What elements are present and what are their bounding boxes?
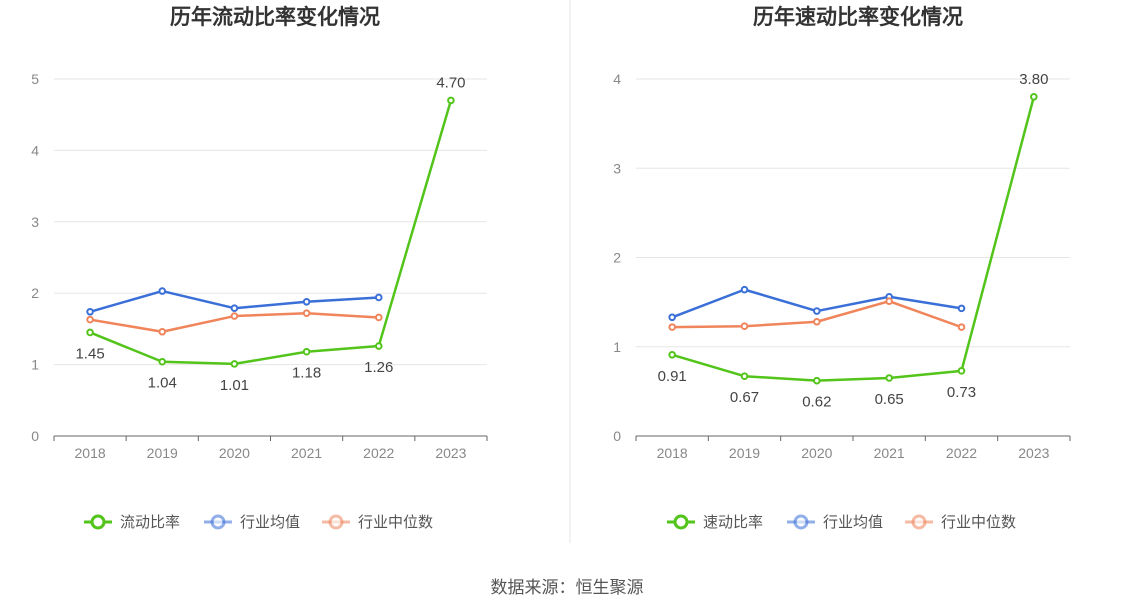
legend-item: 行业均值	[787, 513, 883, 531]
series-line	[671, 96, 1036, 382]
data-point	[86, 328, 94, 337]
chart-title: 历年流动比率变化情况	[170, 5, 380, 29]
data-point	[668, 350, 676, 359]
x-tick-label: 2020	[219, 445, 250, 461]
legend-marker	[90, 514, 106, 530]
data-point	[230, 312, 239, 320]
y-tick-label: 0	[31, 428, 39, 444]
data-label: 1.26	[364, 359, 393, 376]
data-point	[740, 372, 749, 381]
data-label: 0.65	[875, 391, 904, 408]
data-point	[885, 297, 893, 306]
chart-title: 历年速动比率变化情况	[753, 5, 963, 29]
data-label: 3.80	[1019, 71, 1048, 88]
y-tick-label: 4	[31, 142, 39, 158]
data-point	[957, 323, 966, 331]
legend-marker	[328, 514, 344, 530]
y-tick-label: 0	[613, 428, 621, 444]
data-label: 4.70	[436, 74, 465, 91]
data-point	[302, 309, 311, 317]
legend-marker	[210, 514, 226, 530]
data-point	[740, 285, 749, 294]
data-point	[86, 315, 94, 324]
legend-marker	[793, 514, 809, 530]
legend-item: 行业中位数	[905, 513, 1016, 531]
x-tick-label: 2021	[291, 445, 322, 461]
data-label: 0.62	[802, 394, 831, 411]
y-tick-label: 5	[31, 71, 39, 87]
source-note: 数据来源：恒生聚源	[491, 578, 644, 598]
data-point	[1030, 93, 1038, 101]
data-point	[668, 313, 676, 322]
data-point	[668, 323, 676, 331]
legend-label: 流动比率	[120, 513, 180, 531]
y-tick-label: 3	[31, 214, 39, 230]
data-point	[302, 297, 311, 306]
data-point	[230, 360, 239, 368]
data-label: 1.18	[292, 365, 321, 382]
data-point	[813, 307, 821, 315]
data-point	[230, 304, 239, 312]
data-label: 0.91	[658, 368, 687, 385]
data-point	[158, 287, 167, 295]
y-tick-label: 2	[613, 250, 621, 266]
data-label: 1.45	[75, 345, 104, 362]
legend-label: 行业中位数	[941, 513, 1016, 531]
data-point	[86, 307, 94, 316]
current-ratio-chart: 历年流动比率变化情况 0 1 2 3 4 5 2018 2019 2020 2021 2022 2023…	[31, 5, 488, 531]
x-tick-label: 2023	[1018, 445, 1049, 461]
legend-label: 速动比率	[703, 513, 763, 531]
x-tick-label: 2019	[147, 445, 178, 461]
legend-label: 行业均值	[240, 513, 300, 531]
data-point	[740, 322, 749, 331]
x-tick-label: 2020	[801, 445, 832, 461]
data-label: 1.01	[220, 377, 249, 394]
series-line	[89, 100, 453, 366]
legend-item: 流动比率	[84, 513, 180, 531]
data-label: 0.73	[947, 384, 976, 401]
data-label: 0.67	[730, 389, 759, 406]
x-tick-label: 2023	[435, 445, 466, 461]
legend-marker	[911, 514, 927, 530]
quick-ratio-chart: 历年速动比率变化情况 0 1 2 3 4 2018 2019 2020 2021 2022 2023 0…	[613, 5, 1071, 531]
legend-label: 行业中位数	[358, 513, 433, 531]
x-tick-label: 2019	[729, 445, 760, 461]
data-point	[957, 367, 966, 375]
data-point	[813, 317, 821, 326]
y-tick-label: 3	[613, 160, 621, 176]
data-point	[374, 313, 383, 322]
data-label: 1.04	[148, 375, 177, 392]
x-tick-label: 2021	[874, 445, 905, 461]
legend-marker	[673, 514, 689, 530]
y-tick-label: 2	[31, 285, 39, 301]
legend-label: 行业均值	[823, 513, 883, 531]
data-point	[957, 304, 966, 313]
data-point	[447, 96, 455, 105]
legend-item: 行业均值	[204, 513, 300, 531]
data-point	[158, 357, 167, 366]
x-tick-label: 2018	[657, 445, 688, 461]
x-tick-label: 2022	[363, 445, 394, 461]
data-point	[813, 376, 821, 385]
x-tick-label: 2018	[75, 445, 106, 461]
data-point	[885, 374, 893, 382]
data-point	[374, 293, 383, 302]
data-point	[374, 342, 383, 350]
data-point	[158, 327, 167, 336]
legend-item: 行业中位数	[322, 513, 433, 531]
y-tick-label: 1	[613, 339, 621, 355]
legend-item: 速动比率	[667, 513, 763, 531]
y-tick-label: 4	[613, 71, 621, 87]
x-tick-label: 2022	[946, 445, 977, 461]
y-tick-label: 1	[31, 357, 39, 373]
data-point	[302, 347, 311, 356]
